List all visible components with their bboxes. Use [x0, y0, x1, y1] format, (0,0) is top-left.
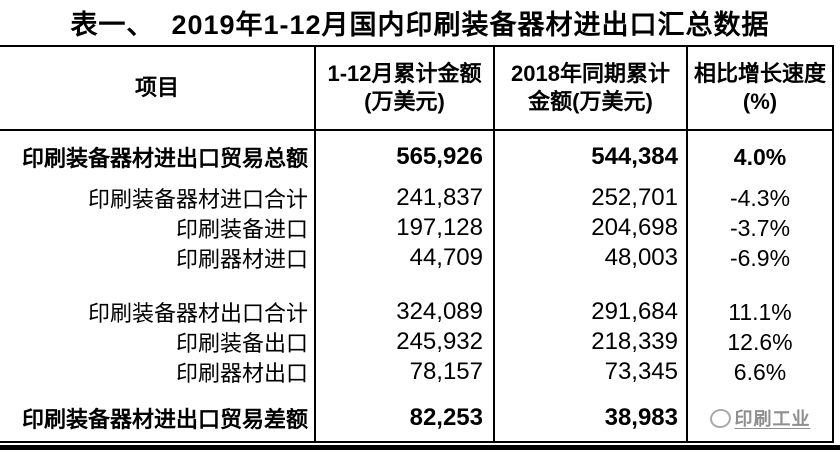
cell-amount-2019: 78,157	[314, 357, 493, 387]
cell-amount-2018: 38,983	[493, 395, 686, 441]
column-header-item: 项目	[0, 47, 314, 131]
spacer-row	[314, 387, 493, 395]
watermark-globe-icon	[707, 406, 733, 430]
cell-growth: 6.6%	[686, 357, 832, 387]
column-header-amount-2018: 2018年同期累计 金额(万美元)	[493, 47, 686, 131]
header-line: (万美元)	[364, 89, 445, 114]
spacer-row	[686, 273, 832, 297]
row-label: 印刷装备器材出口合计	[87, 301, 308, 326]
cell-growth: 11.1%	[686, 297, 832, 327]
spacer-row	[314, 273, 493, 297]
row-label: 印刷器材出口	[175, 361, 308, 386]
cell-amount-2018: 291,684	[493, 297, 686, 327]
cell-amount-2019: 241,837	[314, 183, 493, 213]
cell-amount-2018: 48,003	[493, 243, 686, 273]
cell-amount-2018: 218,339	[493, 327, 686, 357]
cell-growth: -6.9%	[686, 243, 832, 273]
watermark-text: 印刷工业	[734, 409, 811, 429]
cell-amount-2019: 245,932	[314, 327, 493, 357]
column-header-amount-2019: 1-12月累计金额 (万美元)	[314, 47, 493, 131]
row-label: 印刷装备进口	[175, 217, 308, 242]
header-line: 2018年同期累计	[511, 61, 670, 86]
header-line: 1-12月累计金额	[327, 61, 482, 86]
spacer-row	[493, 387, 686, 395]
cell-amount-2018: 252,701	[493, 183, 686, 213]
cell-amount-2018: 204,698	[493, 213, 686, 243]
header-line: 相比增长速度	[693, 61, 826, 86]
spacer-row	[493, 273, 686, 297]
table-title: 表一、 2019年1-12月国内印刷装备器材进出口汇总数据	[70, 10, 770, 40]
row-label: 印刷装备器材进出口贸易总额	[21, 146, 308, 171]
row-label: 印刷装备出口	[175, 331, 308, 356]
column-header-growth: 相比增长速度 (%)	[686, 47, 832, 131]
cell-amount-2019: 197,128	[314, 213, 493, 243]
cell-growth: 4.0%	[686, 131, 832, 183]
row-label: 印刷装备器材进口合计	[87, 187, 308, 212]
cell-amount-2019: 324,089	[314, 297, 493, 327]
cell-amount-2019: 44,709	[314, 243, 493, 273]
row-label: 印刷装备器材进出口贸易差额	[21, 407, 308, 432]
header-line: 金额(万美元)	[528, 89, 653, 114]
spacer-row	[686, 387, 832, 395]
cell-growth: -3.7%	[686, 213, 832, 243]
bottom-border-bar	[0, 445, 840, 450]
spacer-row	[0, 387, 314, 395]
header-line: 项目	[134, 75, 179, 100]
header-line: (%)	[742, 89, 778, 114]
cell-amount-2018: 73,345	[493, 357, 686, 387]
cell-amount-2018: 544,384	[493, 131, 686, 183]
cell-growth: -4.3%	[686, 183, 832, 213]
cell-growth: 12.6%	[686, 327, 832, 357]
data-table: 项目 1-12月累计金额 (万美元) 2018年同期累计 金额(万美元) 相比增…	[0, 45, 834, 443]
cell-amount-2019: 82,253	[314, 395, 493, 441]
cell-growth-watermark: 印刷工业	[686, 395, 832, 441]
cell-amount-2019: 565,926	[314, 131, 493, 183]
spacer-row	[0, 273, 314, 297]
row-label: 印刷器材进口	[175, 247, 308, 272]
